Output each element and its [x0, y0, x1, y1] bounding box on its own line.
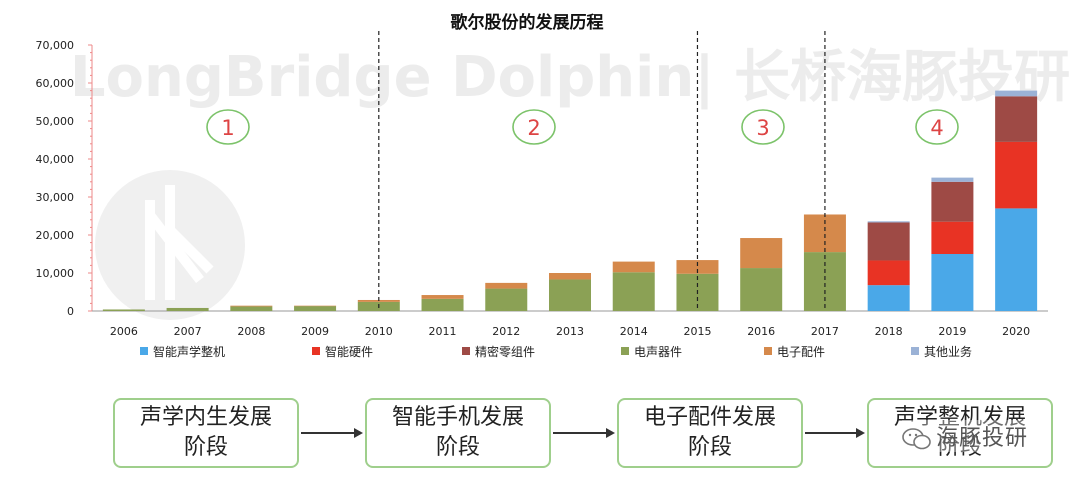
bar-2011-电子配件 [421, 295, 464, 299]
bar-2013-电子配件 [549, 273, 591, 280]
bar-2016-电子配件 [740, 238, 783, 269]
watermark-logo-lines [145, 185, 214, 300]
x-tick-label: 2010 [365, 325, 393, 338]
legend-label-5: 电子配件 [777, 345, 825, 359]
stage-box-1: 声学内生发展 阶段 [113, 398, 299, 468]
phase-marker-1: 1 [221, 116, 234, 140]
phase-marker-circle-2 [512, 109, 556, 145]
stage-1-line2: 阶段 [183, 435, 228, 460]
bar-2020-智能声学整机 [995, 208, 1038, 311]
x-tick-label: 2017 [811, 325, 839, 338]
bar-2018-精密零组件 [867, 222, 910, 261]
bar-2019-其他业务 [931, 177, 974, 182]
bar-2008-电声器件 [230, 306, 273, 311]
bar-2011-电声器件 [421, 298, 464, 311]
phase-marker-circle-4 [915, 109, 959, 145]
y-tick-label: 20,000 [36, 229, 75, 242]
x-tick-label: 2020 [1002, 325, 1030, 338]
stage-box-4: 声学整机发展 阶段 [867, 398, 1053, 468]
x-tick-label: 2013 [556, 325, 584, 338]
bar-2020-精密零组件 [995, 96, 1038, 142]
bar-2009-电声器件 [294, 306, 337, 311]
x-tick-label: 2006 [110, 325, 138, 338]
bar-2008-电子配件 [230, 305, 273, 307]
legend-label-1: 智能声学整机 [153, 344, 225, 359]
bar-2015-电子配件 [676, 260, 719, 274]
bar-2019-智能硬件 [931, 221, 974, 254]
wechat-label: 海豚投研 [936, 426, 1029, 451]
legend-label-3: 精密零组件 [475, 344, 535, 359]
stage-box-3: 电子配件发展 阶段 [617, 398, 803, 468]
bar-2020-智能硬件 [995, 141, 1038, 209]
legend-swatch-1 [140, 347, 148, 355]
bar-2019-精密零组件 [931, 181, 974, 222]
legend-swatch-2 [312, 347, 320, 355]
phase-marker-circle-3 [741, 109, 785, 145]
y-tick-label: 30,000 [36, 191, 75, 204]
chart-title: 歌尔股份的发展历程 [451, 12, 604, 33]
y-tick-label: 10,000 [36, 267, 75, 280]
stage-arrow-2 [553, 428, 615, 438]
stage-2-line1: 智能手机发展 [391, 405, 524, 430]
watermark-text: LongBridge Dolphin| 长桥海豚投研 [70, 45, 1070, 110]
x-tick-label: 2007 [174, 325, 202, 338]
bar-2017-电声器件 [803, 252, 846, 311]
legend-swatch-3 [462, 347, 470, 355]
phase-marker-4: 4 [930, 116, 943, 140]
x-tick-label: 2014 [620, 325, 648, 338]
bar-2018-其他业务 [867, 221, 910, 223]
y-tick-label: 40,000 [36, 153, 75, 166]
wechat-watermark: 海豚投研 [902, 420, 1029, 452]
stage-4-line1: 声学整机发展 [893, 405, 1026, 430]
x-tick-label: 2016 [747, 325, 775, 338]
phase-marker-3: 3 [756, 116, 769, 140]
legend-swatch-6 [911, 347, 919, 355]
x-tick-label: 2012 [492, 325, 520, 338]
bar-2016-电声器件 [740, 268, 783, 311]
bar-2014-电子配件 [612, 261, 655, 273]
x-tick-label: 2018 [875, 325, 903, 338]
stage-box-2: 智能手机发展 阶段 [365, 398, 551, 468]
x-tick-label: 2009 [301, 325, 329, 338]
y-tick-label: 60,000 [36, 77, 75, 90]
bar-2018-智能声学整机 [867, 285, 910, 311]
stage-3-line1: 电子配件发展 [643, 405, 776, 430]
bar-2009-电子配件 [294, 305, 337, 307]
bar-2012-电声器件 [485, 288, 528, 311]
x-tick-label: 2008 [237, 325, 265, 338]
bar-2018-智能硬件 [867, 260, 910, 286]
y-tick-label: 70,000 [36, 39, 75, 52]
bar-2019-智能声学整机 [931, 254, 974, 311]
stage-4-line2: 阶段 [937, 435, 982, 460]
legend-label-4: 电声器件 [634, 345, 682, 359]
bar-2006-电声器件 [102, 309, 145, 311]
bar-2007-电声器件 [166, 307, 209, 311]
x-tick-label: 2019 [938, 325, 966, 338]
stacked-bar-chart: LongBridge Dolphin| 长桥海豚投研 歌尔股份的发展历程 0 10,0… [36, 12, 1071, 359]
stage-arrow-3 [805, 428, 865, 438]
bar-2014-电声器件 [612, 272, 655, 311]
stage-3-line2: 阶段 [687, 435, 732, 460]
y-tick-label: 50,000 [36, 115, 75, 128]
legend-label-2: 智能硬件 [325, 344, 373, 359]
bar-2020-其他业务 [995, 90, 1038, 97]
x-tick-label: 2011 [429, 325, 457, 338]
stage-2-line2: 阶段 [435, 435, 480, 460]
stage-1-line1: 声学内生发展 [139, 405, 272, 430]
phase-marker-2: 2 [527, 116, 540, 140]
bar-2013-电声器件 [549, 279, 591, 311]
bar-2012-电子配件 [485, 282, 528, 289]
stage-arrow-1 [301, 428, 363, 438]
phase-marker-circle-1 [206, 109, 250, 145]
legend-swatch-4 [621, 347, 629, 355]
legend-swatch-5 [764, 347, 772, 355]
legend-label-6: 其他业务 [924, 344, 972, 359]
wechat-icon [902, 428, 931, 450]
x-tick-label: 2015 [683, 325, 711, 338]
y-tick-label: 0 [67, 305, 74, 318]
